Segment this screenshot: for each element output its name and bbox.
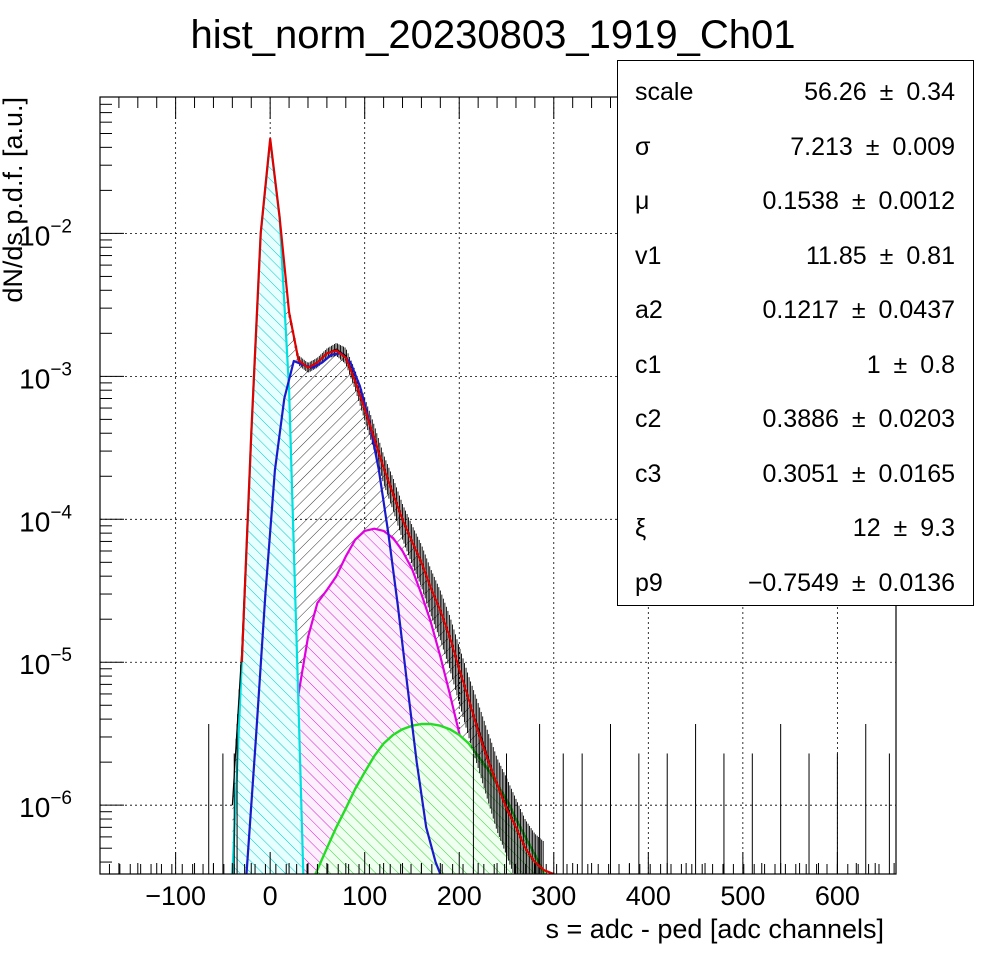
stat-name: μ [635, 187, 650, 215]
stat-row: p9 −0.7549 ± 0.0136 [618, 569, 973, 599]
stat-central-value: 11.85 [805, 241, 867, 270]
x-tick-label: 500 [720, 881, 765, 911]
stat-row: scale 56.26 ± 0.34 [618, 78, 973, 108]
stat-value: 1 ± 0.8 [867, 351, 955, 380]
y-tick-label: 10−4 [19, 502, 72, 537]
stat-central-value: 12 [852, 514, 881, 542]
stat-name: v1 [635, 241, 662, 270]
stat-error: 0.0437 [878, 296, 955, 324]
stat-central-value: 56.26 [804, 78, 867, 106]
data-histogram [108, 139, 890, 874]
stat-central-value: 0.3051 [762, 459, 839, 488]
stat-central-value: 0.1217 [762, 296, 839, 324]
stat-name: p9 [635, 568, 663, 597]
stat-value: 0.3051 ± 0.0165 [762, 460, 955, 489]
x-tick-label: −100 [145, 881, 206, 911]
plus-minus-symbol: ± [858, 132, 887, 161]
y-tick-label: 10−5 [19, 645, 72, 680]
total-fit-curve [240, 137, 555, 874]
stat-row: c1 1 ± 0.8 [618, 351, 973, 381]
stat-row: v1 11.85 ± 0.81 [618, 242, 973, 272]
stat-name: c1 [635, 350, 662, 379]
stat-name: c3 [635, 459, 662, 488]
stat-value: 12 ± 9.3 [853, 514, 955, 543]
plus-minus-symbol: ± [886, 514, 915, 542]
stat-value: 7.213 ± 0.009 [790, 133, 955, 162]
stat-error: 0.009 [892, 132, 955, 161]
plus-minus-symbol: ± [886, 350, 915, 379]
plus-minus-symbol: ± [844, 459, 873, 488]
plus-minus-symbol: ± [844, 405, 873, 433]
x-tick-label: 300 [531, 881, 576, 911]
stat-value: 0.1538 ± 0.0012 [762, 187, 955, 216]
fit-curves [240, 137, 555, 874]
stat-name: scale [635, 78, 694, 106]
stat-value: 0.3886 ± 0.0203 [762, 405, 955, 434]
stat-value: −0.7549 ± 0.0136 [748, 569, 955, 598]
y-tick-label: 10−2 [19, 216, 72, 251]
stat-name: σ [635, 132, 651, 161]
stat-error: 0.81 [906, 241, 955, 270]
stat-error: 0.0165 [878, 459, 955, 488]
stat-error: 0.0136 [878, 568, 955, 597]
stat-name: a2 [635, 296, 663, 324]
stat-central-value: 0.3886 [762, 405, 839, 433]
chart-title: hist_norm_20230803_1919_Ch01 [191, 13, 796, 57]
stat-row: c2 0.3886 ± 0.0203 [618, 405, 973, 435]
stat-central-value: 1 [866, 350, 881, 379]
three-pe-component-area [315, 724, 545, 874]
stat-error: 0.8 [920, 350, 955, 379]
plus-minus-symbol: ± [872, 241, 901, 270]
stat-name: c2 [635, 405, 662, 433]
stat-row: μ 0.1538 ± 0.0012 [618, 187, 973, 217]
plus-minus-symbol: ± [844, 568, 873, 597]
x-tick-label: 0 [263, 881, 278, 911]
plus-minus-symbol: ± [872, 78, 901, 106]
stat-central-value: 7.213 [790, 132, 853, 161]
fit-stats-box: scale 56.26 ± 0.34 σ 7.213 ± 0.009 μ 0.1538 ±… [617, 60, 974, 606]
plus-minus-symbol: ± [844, 296, 873, 324]
x-tick-label: 200 [437, 881, 482, 911]
stat-value: 56.26 ± 0.34 [804, 78, 955, 107]
stat-row: a2 0.1217 ± 0.0437 [618, 296, 973, 326]
stat-error: 0.0012 [878, 187, 955, 215]
stat-error: 0.0203 [878, 405, 955, 433]
stat-central-value: 0.1538 [762, 187, 839, 215]
x-tick-label: 100 [342, 881, 387, 911]
stat-row: σ 7.213 ± 0.009 [618, 133, 973, 163]
stat-value: 11.85 ± 0.81 [806, 242, 955, 271]
x-axis-label: s = adc - ped [adc channels] [546, 914, 884, 944]
plus-minus-symbol: ± [844, 187, 873, 215]
y-tick-label: 10−3 [19, 359, 72, 394]
stat-name: ξ [635, 514, 647, 542]
tick-labels: −100 0 100 200 300 400 500 600 10−2 10−3 10−4 10−5 1… [19, 216, 860, 911]
y-axis-label: dN/ds p.d.f. [a.u.] [0, 97, 28, 303]
x-tick-label: 600 [815, 881, 860, 911]
stat-value: 0.1217 ± 0.0437 [762, 296, 955, 325]
y-tick-label: 10−6 [19, 788, 72, 823]
stat-error: 0.34 [906, 78, 955, 106]
pedestal-component-area [232, 140, 304, 874]
stat-row: c3 0.3051 ± 0.0165 [618, 460, 973, 490]
stat-error: 9.3 [920, 514, 955, 542]
x-tick-label: 400 [626, 881, 671, 911]
stat-central-value: −0.7549 [747, 568, 839, 597]
stat-row: ξ 12 ± 9.3 [618, 514, 973, 544]
